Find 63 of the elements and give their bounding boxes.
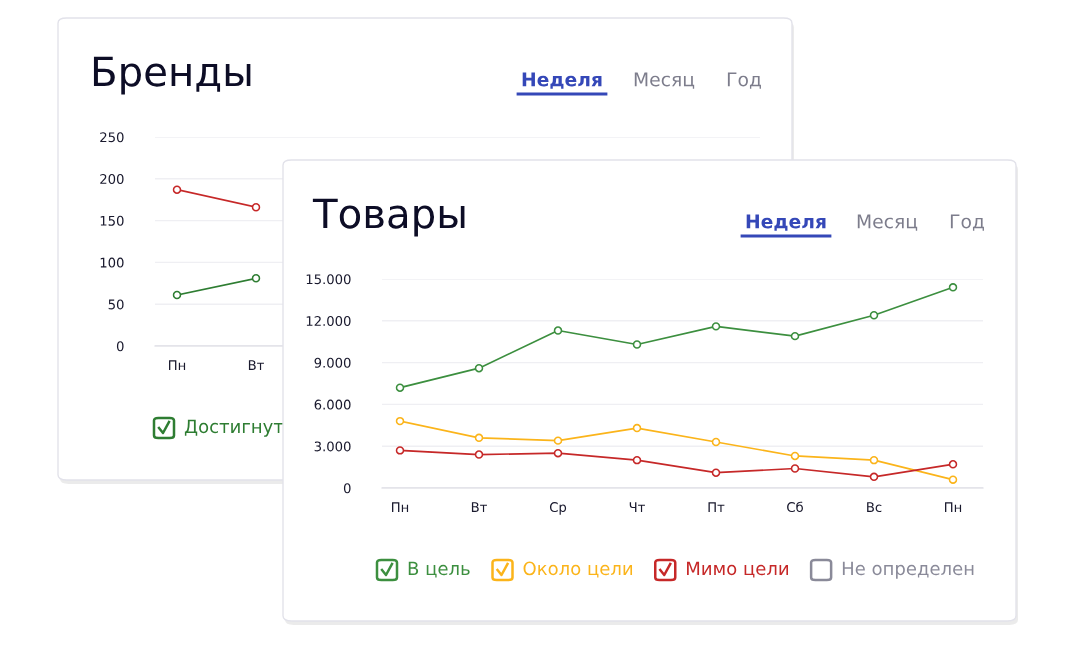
point xyxy=(869,310,879,320)
point xyxy=(474,363,484,373)
point xyxy=(172,185,182,194)
text: Месяц xyxy=(634,72,695,89)
point xyxy=(711,322,721,331)
legend-label: Мимо цели xyxy=(687,561,788,578)
point xyxy=(395,446,405,455)
y-tick-label: 3.000 xyxy=(314,441,351,452)
point xyxy=(948,460,958,469)
y-tick-label: 6.000 xyxy=(314,399,351,410)
legend-label: Не определен xyxy=(842,561,974,579)
x-tick-label: Сб xyxy=(787,501,803,513)
y-tick-label: 15.000 xyxy=(306,274,351,285)
point xyxy=(632,455,642,465)
point xyxy=(790,464,800,473)
point xyxy=(395,383,405,392)
legend-label: Около цели xyxy=(523,561,633,578)
point xyxy=(948,283,958,292)
y-tick-label: 12.000 xyxy=(306,316,351,326)
point xyxy=(251,202,261,212)
point xyxy=(790,331,800,341)
point xyxy=(251,274,261,283)
point xyxy=(474,433,484,443)
chart-title: Бренды xyxy=(93,56,251,95)
point xyxy=(869,455,879,465)
x-tick-label: Пт xyxy=(708,502,725,512)
x-tick-label: Вт xyxy=(248,360,264,370)
y-tick-label: 150 xyxy=(100,215,124,226)
point xyxy=(632,423,642,433)
point xyxy=(553,326,563,335)
point xyxy=(474,450,484,459)
y-tick-label: 250 xyxy=(100,132,124,143)
x-tick-label: Вс xyxy=(867,502,882,513)
y-tick-label: 200 xyxy=(100,174,124,184)
point xyxy=(790,451,800,461)
annotation: Неделя xyxy=(746,214,826,231)
point xyxy=(553,436,563,445)
y-tick-label: 50 xyxy=(108,299,124,310)
text: Месяц xyxy=(857,214,918,231)
y-tick-label: 0 xyxy=(116,341,124,352)
x-tick-label: Пн xyxy=(169,360,186,370)
text: Год xyxy=(950,214,984,231)
x-tick-label: Пн xyxy=(392,502,409,512)
point xyxy=(948,475,958,484)
point xyxy=(172,290,182,300)
chart-title: Товары xyxy=(312,198,465,237)
x-tick-label: Ср xyxy=(549,502,567,515)
point xyxy=(869,472,879,482)
y-tick-label: 0 xyxy=(343,483,351,494)
x-tick-label: Чт xyxy=(629,502,645,512)
point xyxy=(395,416,405,426)
legend-label: В цель xyxy=(408,561,470,578)
text: Неделя xyxy=(522,72,602,89)
y-tick-label: 100 xyxy=(100,257,124,268)
point xyxy=(711,437,721,447)
legend-label: Достигнут xyxy=(184,419,284,437)
point xyxy=(553,448,563,458)
y-tick-label: 9.000 xyxy=(314,357,351,368)
text: Год xyxy=(727,72,761,89)
point xyxy=(711,468,721,477)
point xyxy=(632,340,642,349)
x-tick-label: Пн xyxy=(945,502,962,512)
x-tick-label: Вт xyxy=(471,502,487,512)
